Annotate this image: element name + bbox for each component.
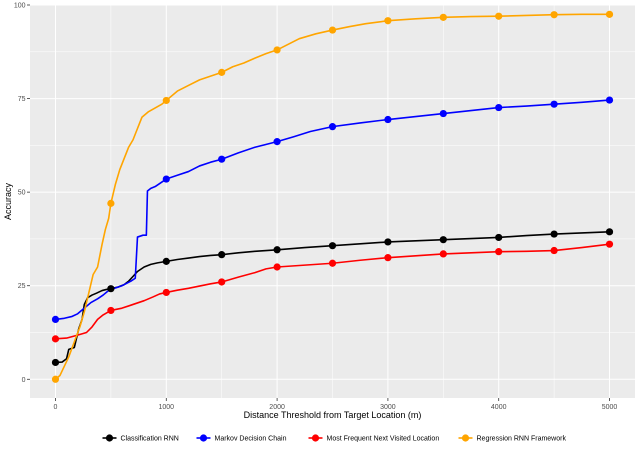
data-point-classification-rnn bbox=[107, 285, 115, 293]
data-point-classification-rnn bbox=[550, 230, 558, 238]
x-tick-label: 1000 bbox=[159, 404, 175, 411]
series-line-classification-rnn bbox=[55, 231, 610, 364]
data-point-regression-rnn-framework bbox=[328, 26, 337, 34]
major-gridlines bbox=[30, 4, 635, 398]
data-point-most-frequent-next-visited-location bbox=[218, 278, 226, 286]
legend-item-markov-decision-chain: Markov Decision Chain bbox=[196, 434, 287, 443]
data-point-regression-rnn-framework bbox=[605, 10, 614, 18]
minor-gridlines bbox=[30, 5, 635, 398]
y-tick-label: 75 bbox=[18, 96, 26, 103]
x-tick-label: 5000 bbox=[602, 404, 618, 411]
data-point-regression-rnn-framework bbox=[495, 12, 503, 20]
data-point-classification-rnn bbox=[162, 257, 170, 265]
series-markers bbox=[51, 10, 614, 383]
legend: Classification RNN Markov Decision Chain M… bbox=[102, 434, 567, 443]
series-line-markov-decision-chain bbox=[55, 99, 610, 321]
legend-label: Classification RNN bbox=[121, 436, 179, 443]
data-point-most-frequent-next-visited-location bbox=[605, 240, 614, 248]
data-point-regression-rnn-framework bbox=[550, 11, 558, 19]
data-point-classification-rnn bbox=[495, 233, 503, 242]
data-point-markov-decision-chain bbox=[162, 175, 170, 183]
series-line-regression-rnn-framework bbox=[54, 13, 610, 380]
data-point-markov-decision-chain bbox=[495, 103, 503, 112]
data-point-markov-decision-chain bbox=[384, 115, 392, 124]
legend-item-classification-rnn: Classification RNN bbox=[102, 434, 179, 443]
data-point-regression-rnn-framework bbox=[51, 375, 60, 383]
data-point-regression-rnn-framework bbox=[439, 13, 447, 21]
series-line-most-frequent-next-visited-location bbox=[55, 243, 610, 340]
data-point-regression-rnn-framework bbox=[107, 199, 115, 207]
data-point-regression-rnn-framework bbox=[162, 96, 170, 105]
data-point-classification-rnn bbox=[273, 246, 281, 254]
y-axis-title: Accuracy bbox=[3, 182, 13, 220]
data-point-markov-decision-chain bbox=[439, 109, 447, 118]
x-tick-label: 2000 bbox=[269, 404, 285, 411]
x-axis-title: Distance Threshold from Target Location … bbox=[244, 410, 422, 420]
x-tick-label: 4000 bbox=[491, 404, 507, 411]
data-point-regression-rnn-framework bbox=[273, 46, 281, 54]
data-point-most-frequent-next-visited-location bbox=[107, 306, 115, 315]
legend-key-marker bbox=[461, 434, 470, 442]
y-axis: 0 25 50 75 100 bbox=[14, 3, 30, 384]
data-point-most-frequent-next-visited-location bbox=[51, 335, 60, 343]
data-point-classification-rnn bbox=[218, 251, 226, 259]
data-point-most-frequent-next-visited-location bbox=[550, 246, 558, 255]
legend-key-marker bbox=[311, 434, 320, 442]
x-tick-label: 3000 bbox=[380, 404, 396, 411]
legend-item-regression-rnn-framework: Regression RNN Framework bbox=[458, 434, 567, 443]
data-point-most-frequent-next-visited-location bbox=[273, 263, 281, 271]
y-tick-label: 50 bbox=[18, 190, 26, 197]
data-point-markov-decision-chain bbox=[273, 138, 281, 146]
data-point-markov-decision-chain bbox=[550, 100, 558, 108]
data-point-most-frequent-next-visited-location bbox=[439, 250, 447, 258]
data-point-most-frequent-next-visited-location bbox=[495, 248, 503, 256]
legend-label: Regression RNN Framework bbox=[477, 436, 567, 443]
data-point-most-frequent-next-visited-location bbox=[328, 259, 337, 267]
legend-label: Most Frequent Next Visited Location bbox=[327, 436, 440, 443]
data-point-most-frequent-next-visited-location bbox=[162, 288, 170, 297]
y-tick-label: 100 bbox=[14, 3, 26, 10]
data-point-markov-decision-chain bbox=[328, 123, 337, 131]
legend-item-most-frequent-next-visited-location: Most Frequent Next Visited Location bbox=[308, 434, 440, 443]
y-tick-label: 0 bbox=[22, 377, 26, 384]
data-point-regression-rnn-framework bbox=[218, 68, 226, 76]
data-point-markov-decision-chain bbox=[218, 155, 226, 163]
data-point-markov-decision-chain bbox=[605, 96, 614, 104]
legend-key-marker bbox=[199, 434, 208, 442]
data-point-classification-rnn bbox=[439, 236, 447, 244]
x-tick-label: 0 bbox=[54, 404, 58, 411]
data-point-classification-rnn bbox=[51, 358, 60, 367]
x-axis: 0 1000 2000 3000 4000 5000 bbox=[54, 398, 618, 411]
legend-key-marker bbox=[105, 434, 114, 442]
data-point-most-frequent-next-visited-location bbox=[384, 254, 392, 262]
data-point-regression-rnn-framework bbox=[384, 17, 392, 25]
data-point-classification-rnn bbox=[384, 238, 392, 246]
data-point-classification-rnn bbox=[328, 242, 337, 250]
data-point-markov-decision-chain bbox=[51, 315, 60, 323]
legend-label: Markov Decision Chain bbox=[215, 436, 287, 443]
y-tick-label: 25 bbox=[18, 283, 26, 290]
series-lines bbox=[54, 13, 610, 380]
data-point-classification-rnn bbox=[605, 228, 614, 236]
